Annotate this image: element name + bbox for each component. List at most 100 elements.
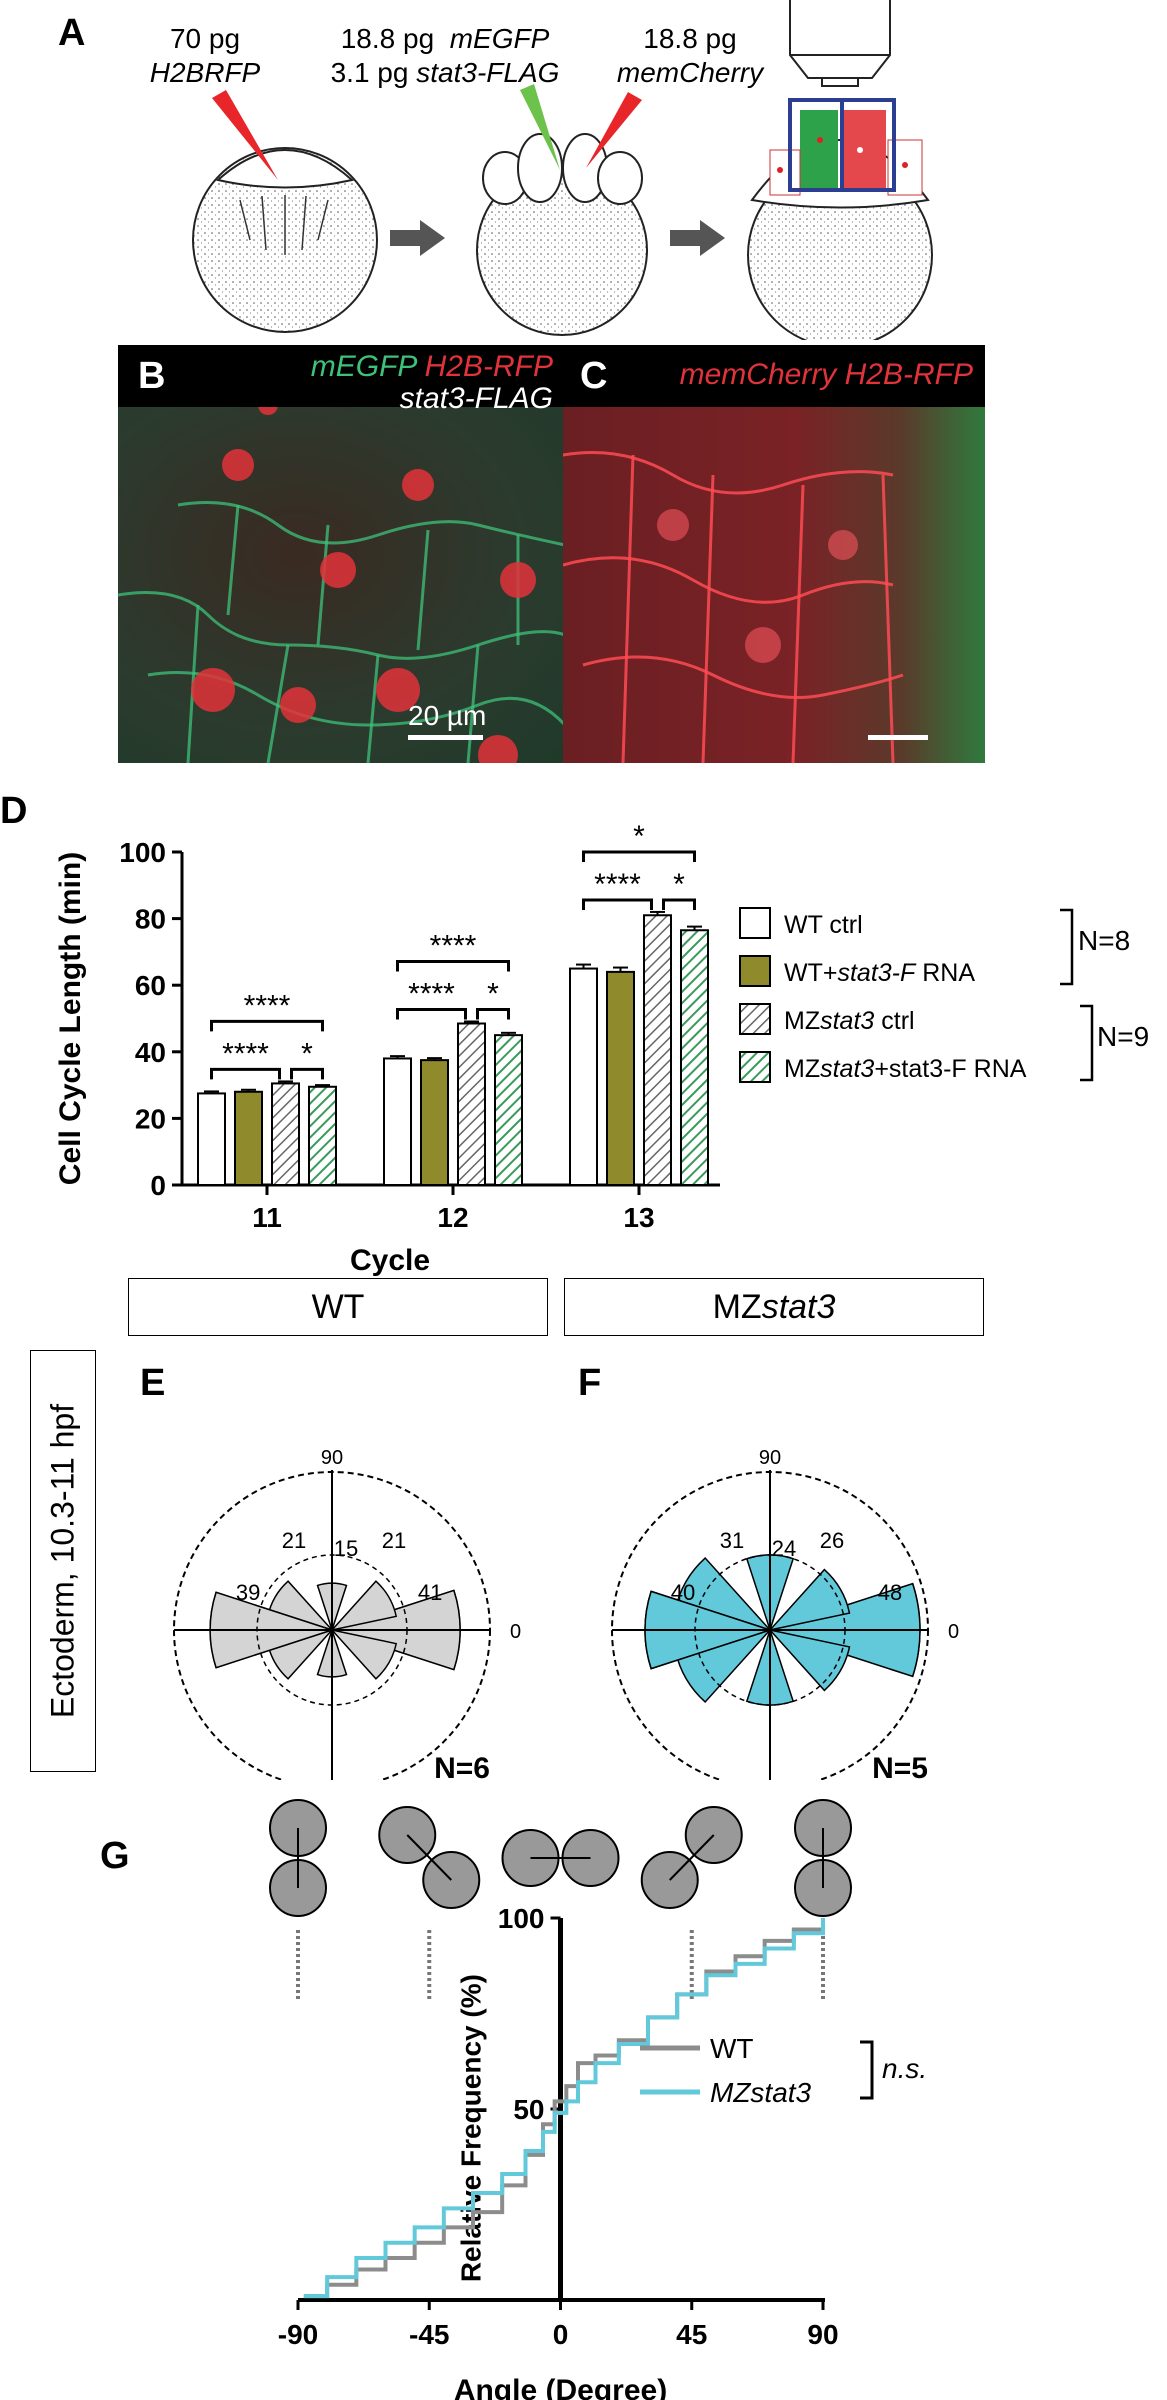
rose-label-0: 0 [948, 1621, 959, 1643]
micrograph-c: memCherry H2B-RFP [563, 345, 985, 763]
green-needle [520, 84, 560, 170]
significance-bracket-mz-rescue-label: * [301, 1037, 313, 1070]
y-axis-label: Cell Cycle Length (min) [54, 852, 87, 1185]
x-tick-label: 0 [553, 2319, 569, 2350]
injection-3-label: 18.8 pg memCherry [600, 22, 780, 90]
rose-sector-label: 24 [772, 1536, 796, 1561]
micrograph-b-title-bar [118, 345, 565, 407]
significance-bracket-wt-rescue [210, 1019, 324, 1032]
significance-bracket-wt-rescue-label: * [633, 820, 645, 853]
embryo-imaging-stage [747, 98, 933, 340]
significance-bracket-wt-mz [396, 1007, 467, 1020]
rose-label-90: 90 [759, 1447, 781, 1469]
panel-label-g: G [100, 1835, 130, 1877]
significance-bracket-wt-mz [582, 898, 653, 910]
panel-label-f: F [578, 1362, 602, 1404]
legend-bracket-2 [1080, 1004, 1094, 1082]
legend-swatch [739, 907, 771, 939]
bar [457, 1022, 486, 1186]
bar [420, 1059, 449, 1186]
division-icon-spindle [669, 1834, 715, 1881]
y-tick-label: 100 [498, 1903, 545, 1934]
rose-sector-label: 15 [334, 1536, 358, 1561]
rose-sector-label: 48 [878, 1580, 902, 1605]
legend-swatch [739, 1051, 771, 1083]
y-tick-label: 50 [513, 2094, 544, 2125]
y-tick-label: 80 [135, 904, 166, 935]
bar [680, 929, 709, 1186]
significance-bracket-wt-rescue-label: **** [430, 929, 477, 962]
significance-bracket-mz-rescue-label: * [487, 977, 499, 1010]
injection-1-construct: H2BRFP [149, 57, 261, 88]
bar [308, 1085, 337, 1187]
bar [494, 1034, 523, 1186]
legend-label: WT ctrl [784, 911, 863, 939]
side-label-text: Ectoderm, 10.3-11 hpf [44, 1403, 81, 1719]
significance-bracket-mz-rescue-label: * [673, 868, 685, 901]
legend-swatch [739, 1003, 771, 1035]
micrograph-b: mEGFP H2B-RFP stat3-FLAG 20 µm [118, 345, 565, 763]
rose-sector-label: 39 [236, 1580, 260, 1605]
x-tick-label: 45 [676, 2319, 707, 2350]
bar [197, 1092, 226, 1186]
embryo-schematic [192, 0, 933, 340]
x-tick-label: 13 [623, 1202, 654, 1233]
rose-sector [329, 1580, 398, 1632]
panel-label-c: C [580, 355, 608, 397]
injection-2-line2: 3.1 pg stat3-FLAG [330, 57, 560, 88]
panel-label-a: A [58, 12, 86, 54]
rose-label-0: 0 [510, 1621, 521, 1643]
legend-bracket-1 [1060, 908, 1074, 986]
rose-sector-label: 21 [382, 1528, 406, 1553]
cumulative-angle-chart: -90 -45 0 45 90 50 100 Relative Frequency (%) An… [269, 1799, 927, 2400]
condition-box-wt: WT [128, 1278, 548, 1336]
x-tick-label: 12 [437, 1202, 468, 1233]
micrograph-c-title: memCherry H2B-RFP [679, 358, 973, 391]
embryo-4-cell-stage [476, 133, 648, 336]
series-line-mzstat3 [303, 1918, 825, 2299]
legend-label-mzstat3: MZstat3 [710, 2077, 812, 2108]
legend-label-wt: WT [710, 2033, 754, 2064]
bar [234, 1090, 263, 1187]
arrow-1 [390, 220, 445, 256]
condition-wt-label: WT [311, 1287, 365, 1326]
bar [643, 914, 672, 1187]
significance-bracket-wt-mz [210, 1067, 281, 1080]
objective-lens [789, 0, 891, 87]
side-label-box: Ectoderm, 10.3-11 hpf [30, 1350, 96, 1772]
significance-bracket-wt-mz-label: **** [408, 977, 455, 1010]
rose-sector-label: 40 [671, 1580, 695, 1605]
x-tick-label: -90 [278, 2319, 318, 2350]
rose-sector-label: 26 [820, 1528, 844, 1553]
significance-bracket-wt-mz-label: **** [594, 868, 641, 901]
rose-label-90: 90 [321, 1447, 343, 1469]
legend-significance: n.s. [882, 2053, 927, 2084]
condition-mzstat3-label: MZstat3 [712, 1287, 836, 1326]
arrow-2 [670, 220, 725, 256]
legend-bracket [860, 2040, 874, 2100]
injection-1-label: 70 pg H2BRFP [120, 22, 290, 90]
significance-bracket-mz-rescue [662, 898, 696, 910]
panel-label-b: B [138, 355, 166, 397]
micrograph-c-title-bar [563, 345, 985, 407]
y-tick-label: 100 [119, 837, 166, 868]
panel-label-e: E [140, 1362, 166, 1404]
rose-sector-label: 21 [282, 1528, 306, 1553]
injection-2-label: 18.8 pg mEGFP 3.1 pg stat3-FLAG [300, 22, 590, 90]
legend-n-group1: N=8 [1078, 925, 1130, 956]
significance-bracket-wt-rescue [582, 850, 696, 862]
legend-label: WT+stat3-F RNA [784, 959, 975, 987]
rose-N-label: N=5 [872, 1752, 928, 1780]
y-tick-label: 40 [135, 1037, 166, 1068]
legend-label: MZstat3+stat3-F RNA [784, 1055, 1027, 1083]
red-needle-2 [586, 92, 642, 168]
x-axis-label: Angle (Degree) [454, 2374, 667, 2400]
x-tick-label: 11 [252, 1202, 282, 1233]
injection-3-construct: memCherry [616, 57, 764, 88]
y-tick-label: 0 [150, 1170, 166, 1201]
bar [383, 1057, 412, 1186]
micrograph-b-cells [118, 375, 565, 763]
micrograph-c-cells [563, 451, 904, 763]
